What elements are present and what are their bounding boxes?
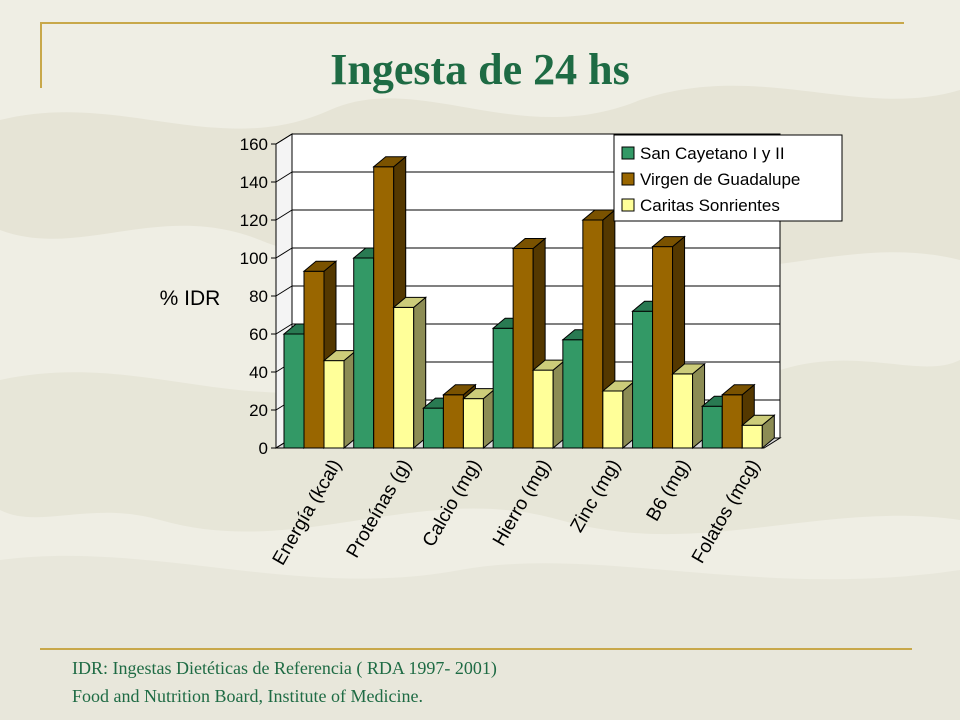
y-tick-label: 20 — [249, 401, 268, 420]
bar-top — [740, 414, 776, 426]
legend-label: Virgen de Guadalupe — [640, 170, 800, 189]
y-tick-label: 100 — [240, 249, 268, 268]
x-tick-label: Energía (kcal) — [269, 456, 346, 569]
legend-swatch — [621, 198, 635, 212]
bar-front — [442, 394, 464, 449]
bar-front — [701, 405, 723, 449]
bar-top — [372, 156, 408, 168]
gridline-side — [275, 133, 293, 145]
bar-top — [392, 296, 428, 308]
gridline-side — [275, 209, 293, 221]
bar-front — [532, 369, 554, 449]
bar-2-2 — [462, 387, 497, 450]
bar-front — [283, 333, 305, 449]
gridline-side — [275, 171, 293, 183]
bar-top — [442, 384, 477, 396]
x-tick-label: Calcio (mg) — [419, 456, 486, 551]
x-tick-label: Folatos (mcg) — [688, 456, 764, 567]
bar-front — [602, 390, 624, 449]
gridline-side — [275, 285, 293, 297]
bar-front — [373, 166, 395, 449]
bar-top — [651, 236, 686, 248]
legend-swatch — [621, 172, 635, 186]
bar-front — [562, 339, 584, 449]
gridline-side — [275, 247, 293, 259]
bar-top — [720, 384, 756, 396]
x-tick-label: Proteínas (g) — [343, 456, 416, 562]
legend-label: San Cayetano I y II — [640, 144, 785, 163]
top-rule — [40, 22, 904, 24]
bar-front — [492, 327, 514, 449]
gridline-side — [275, 323, 293, 335]
bar-front — [303, 270, 325, 449]
legend-swatch — [621, 146, 635, 160]
bar-front — [323, 360, 345, 449]
bar-front — [721, 394, 743, 449]
bar-top — [302, 260, 338, 272]
x-tick-label: Zinc (mg) — [567, 456, 625, 536]
bar-4-2 — [601, 379, 637, 450]
y-axis-label: % IDR — [160, 287, 221, 310]
bar-front — [672, 373, 694, 449]
x-tick-label: B6 (mg) — [643, 456, 695, 525]
bar-front — [741, 424, 763, 449]
x-tick-label: Hierro (mg) — [489, 456, 555, 550]
y-tick-label: 60 — [249, 325, 268, 344]
y-tick-label: 160 — [240, 135, 268, 154]
bar-0-2 — [322, 349, 358, 450]
bar-front — [512, 248, 534, 449]
bar-top — [511, 238, 547, 249]
slide-title: Ingesta de 24 hs — [330, 45, 630, 94]
footnote-line-1: IDR: Ingestas Dietéticas de Referencia (… — [72, 658, 497, 678]
legend-label: Caritas Sonrientes — [640, 196, 780, 215]
bottom-rule — [40, 648, 912, 650]
bar-front — [582, 219, 604, 449]
y-tick-label: 0 — [259, 439, 268, 458]
bar-front — [462, 398, 484, 449]
bar-front — [393, 306, 415, 449]
bar-1-2 — [392, 296, 428, 450]
y-tick-label: 40 — [249, 363, 268, 382]
bar-front — [353, 257, 375, 449]
y-tick-label: 80 — [249, 287, 268, 306]
legend: San Cayetano I y II Virgen de Guadalupe Ca… — [613, 134, 843, 222]
legend-box — [613, 134, 843, 222]
bar-5-2 — [671, 362, 706, 450]
footnote-line-2: Food and Nutrition Board, Institute of M… — [72, 686, 423, 706]
bar-front — [632, 310, 654, 449]
bar-front — [422, 407, 444, 449]
left-rule — [40, 22, 42, 88]
y-tick-label: 120 — [240, 211, 268, 230]
bar-3-2 — [531, 359, 567, 450]
bar-front — [652, 246, 674, 449]
bar-top — [671, 363, 706, 375]
footnote: IDR: Ingestas Dietéticas de Referencia (… — [72, 654, 892, 710]
y-tick-label: 140 — [240, 173, 268, 192]
